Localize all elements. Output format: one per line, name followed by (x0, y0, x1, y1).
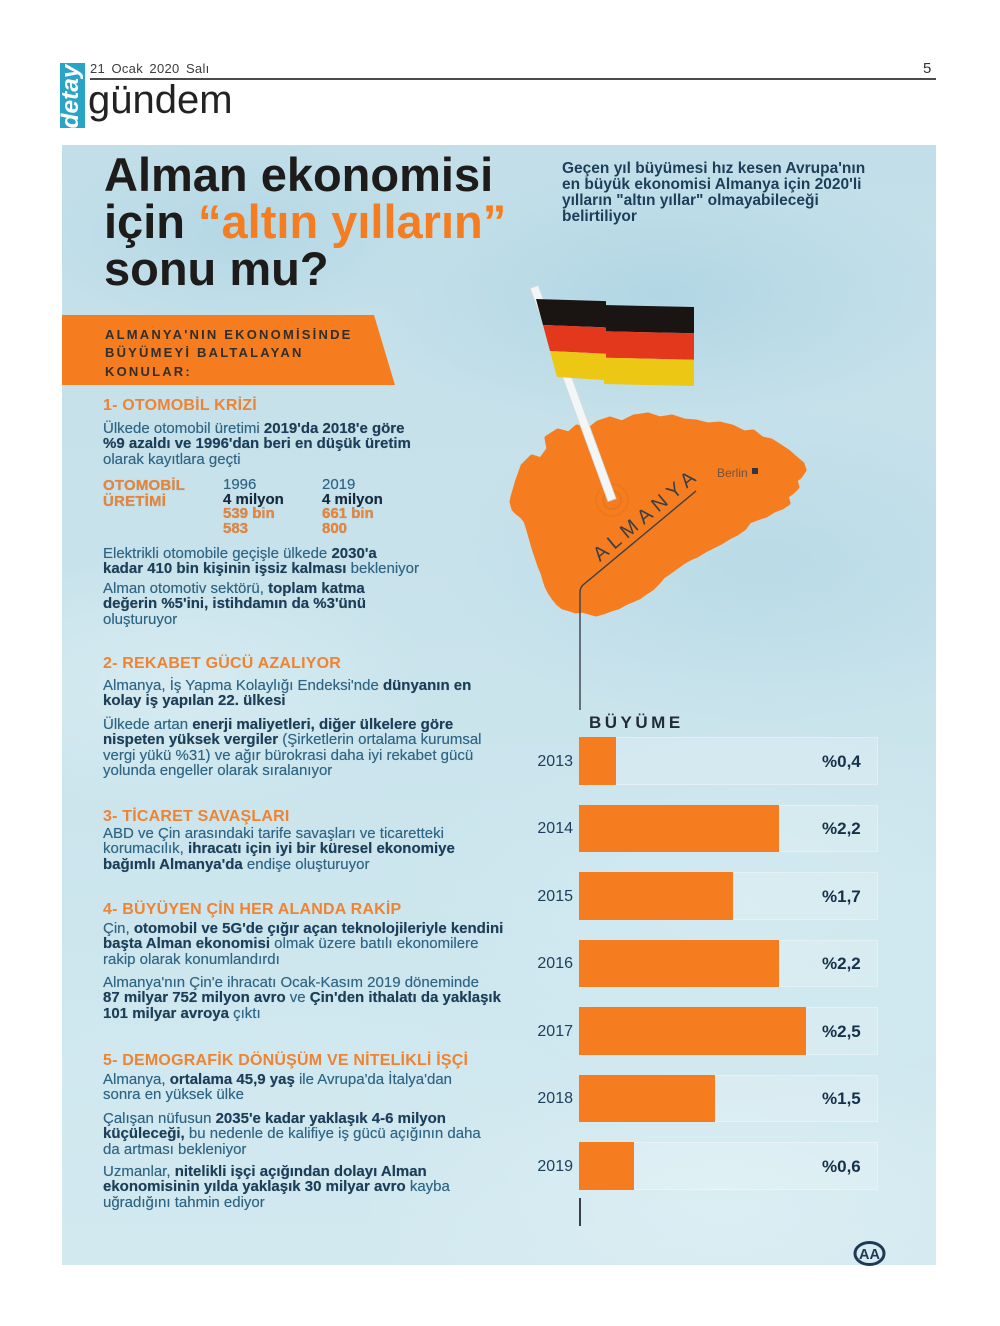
svg-text:Berlin: Berlin (717, 466, 748, 480)
svg-text:AA: AA (859, 1247, 880, 1263)
